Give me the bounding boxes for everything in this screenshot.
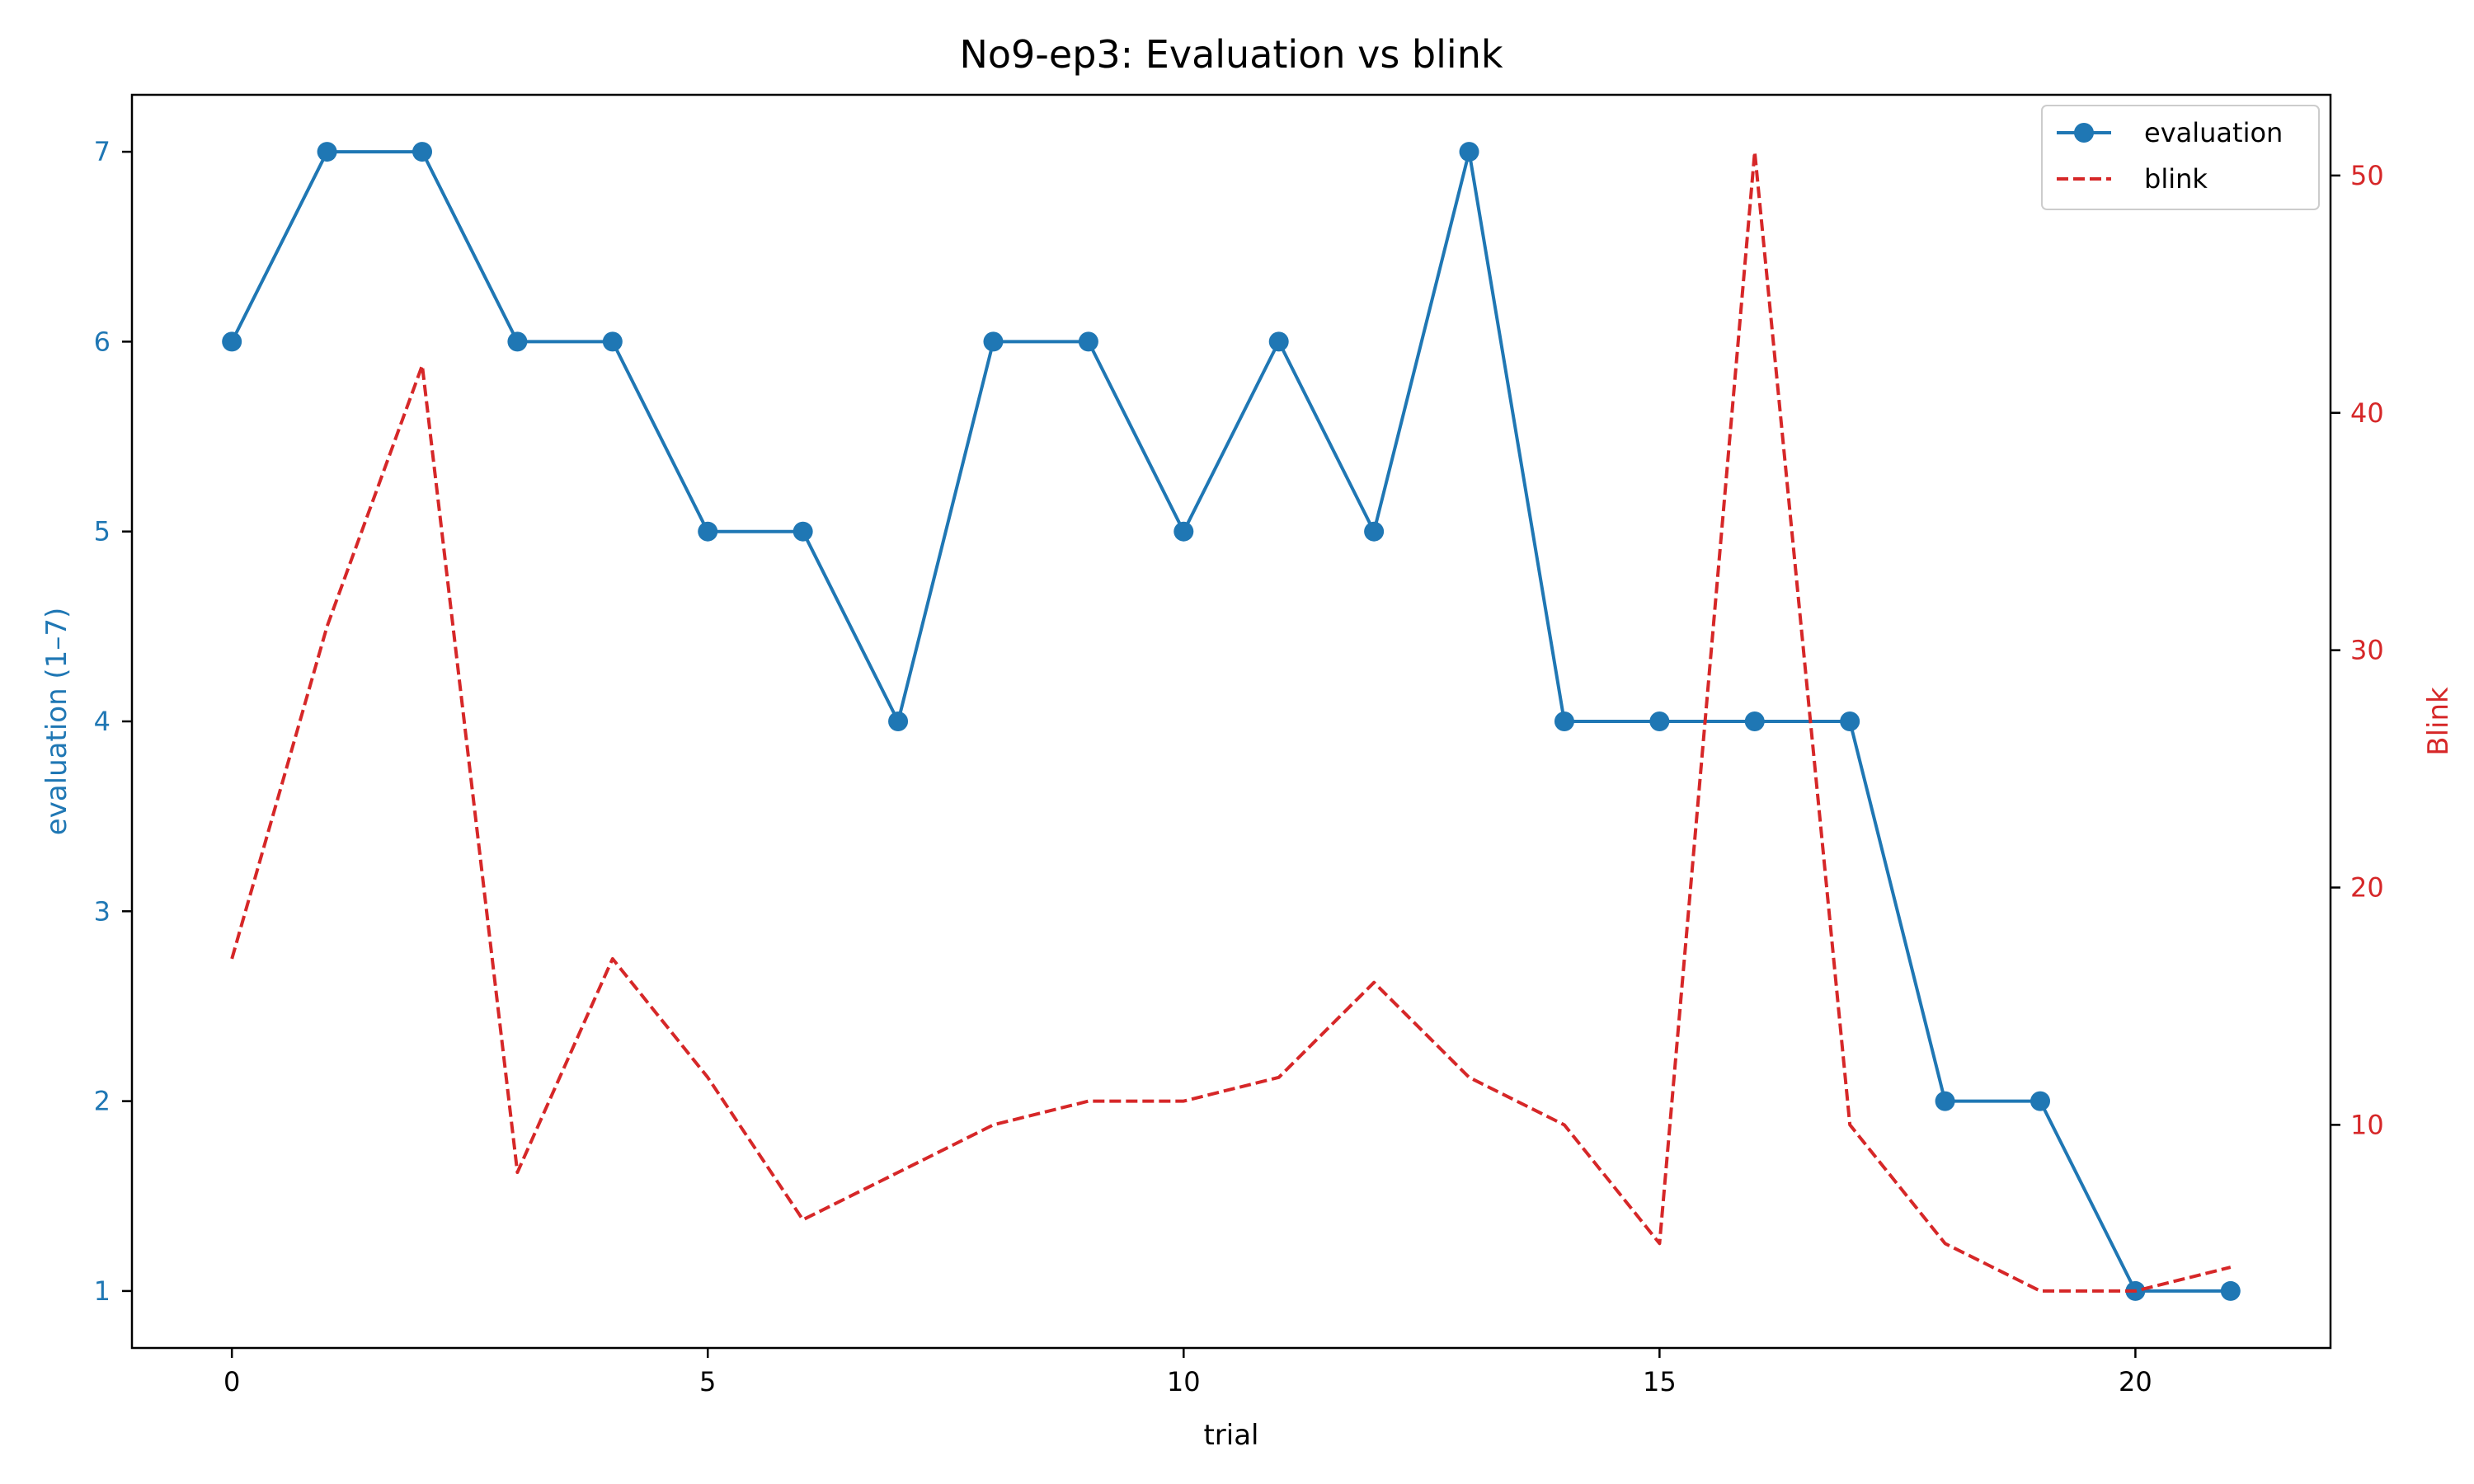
evaluation-point: [698, 521, 718, 542]
axes-layer: 0 5 10 15 20 1 2 3 4 5 6 7 10 20 30 40 50: [94, 136, 2384, 1397]
left-y-tick-label: 2: [94, 1086, 111, 1117]
left-y-tick-label: 7: [94, 136, 111, 167]
evaluation-point: [1935, 1091, 1955, 1111]
evaluation-point: [1554, 711, 1574, 731]
evaluation-point: [1744, 711, 1765, 731]
evaluation-point: [2220, 1280, 2241, 1301]
x-tick-label: 0: [223, 1366, 240, 1397]
evaluation-point: [1364, 521, 1385, 542]
left-y-tick-label: 3: [94, 895, 111, 927]
chart-title: No9-ep3: Evaluation vs blink: [959, 32, 1503, 77]
evaluation-point: [317, 142, 337, 162]
evaluation-point: [2030, 1091, 2050, 1111]
blink-series-line: [230, 150, 2232, 1293]
legend-evaluation-marker: [2074, 123, 2094, 143]
evaluation-point: [1840, 711, 1860, 731]
left-y-tick-label: 1: [94, 1275, 111, 1307]
evaluation-point: [507, 331, 528, 352]
plot-frame: [130, 93, 2332, 1350]
left-y-tick-label: 4: [94, 706, 111, 737]
evaluation-series-line: [230, 150, 2231, 1293]
evaluation-point: [1649, 711, 1670, 731]
x-axis-label: trial: [1203, 1419, 1258, 1452]
right-y-tick-label: 50: [2350, 160, 2384, 191]
x-tick-label: 20: [2119, 1366, 2152, 1397]
legend-evaluation-label: evaluation: [2144, 117, 2283, 148]
evaluation-point: [602, 331, 623, 352]
legend-blink-label: blink: [2144, 163, 2208, 195]
right-y-tick-label: 40: [2350, 397, 2384, 429]
right-y-axis-label: Blink: [2422, 687, 2455, 756]
legend: evaluation blink: [2041, 105, 2320, 210]
evaluation-point: [412, 142, 433, 162]
x-tick-label: 15: [1643, 1366, 1677, 1397]
right-y-tick-label: 30: [2350, 635, 2384, 666]
left-y-tick-label: 6: [94, 326, 111, 357]
evaluation-point: [1078, 331, 1098, 352]
series-layer: [222, 142, 2241, 1301]
x-tick-label: 10: [1167, 1366, 1201, 1397]
evaluation-point: [1268, 331, 1289, 352]
right-y-tick-label: 10: [2350, 1109, 2384, 1140]
evaluation-point: [222, 331, 242, 352]
x-tick-label: 5: [699, 1366, 716, 1397]
left-y-axis-label: evaluation (1–7): [40, 608, 73, 835]
evaluation-point: [983, 331, 1004, 352]
evaluation-point: [1174, 521, 1194, 542]
evaluation-point: [1459, 142, 1479, 162]
left-y-tick-label: 5: [94, 516, 111, 547]
evaluation-point: [793, 521, 813, 542]
evaluation-point: [888, 711, 909, 731]
right-y-tick-label: 20: [2350, 872, 2384, 904]
